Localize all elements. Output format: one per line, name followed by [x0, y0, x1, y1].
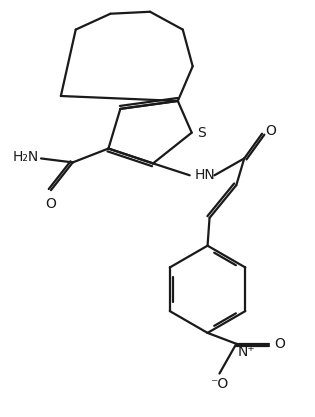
Text: O: O — [265, 124, 276, 138]
Text: H₂N: H₂N — [13, 151, 39, 164]
Text: HN: HN — [195, 168, 215, 182]
Text: ⁻O: ⁻O — [210, 377, 229, 390]
Text: N⁺: N⁺ — [237, 345, 255, 359]
Text: S: S — [197, 126, 205, 140]
Text: O: O — [274, 337, 285, 351]
Text: O: O — [45, 197, 56, 211]
